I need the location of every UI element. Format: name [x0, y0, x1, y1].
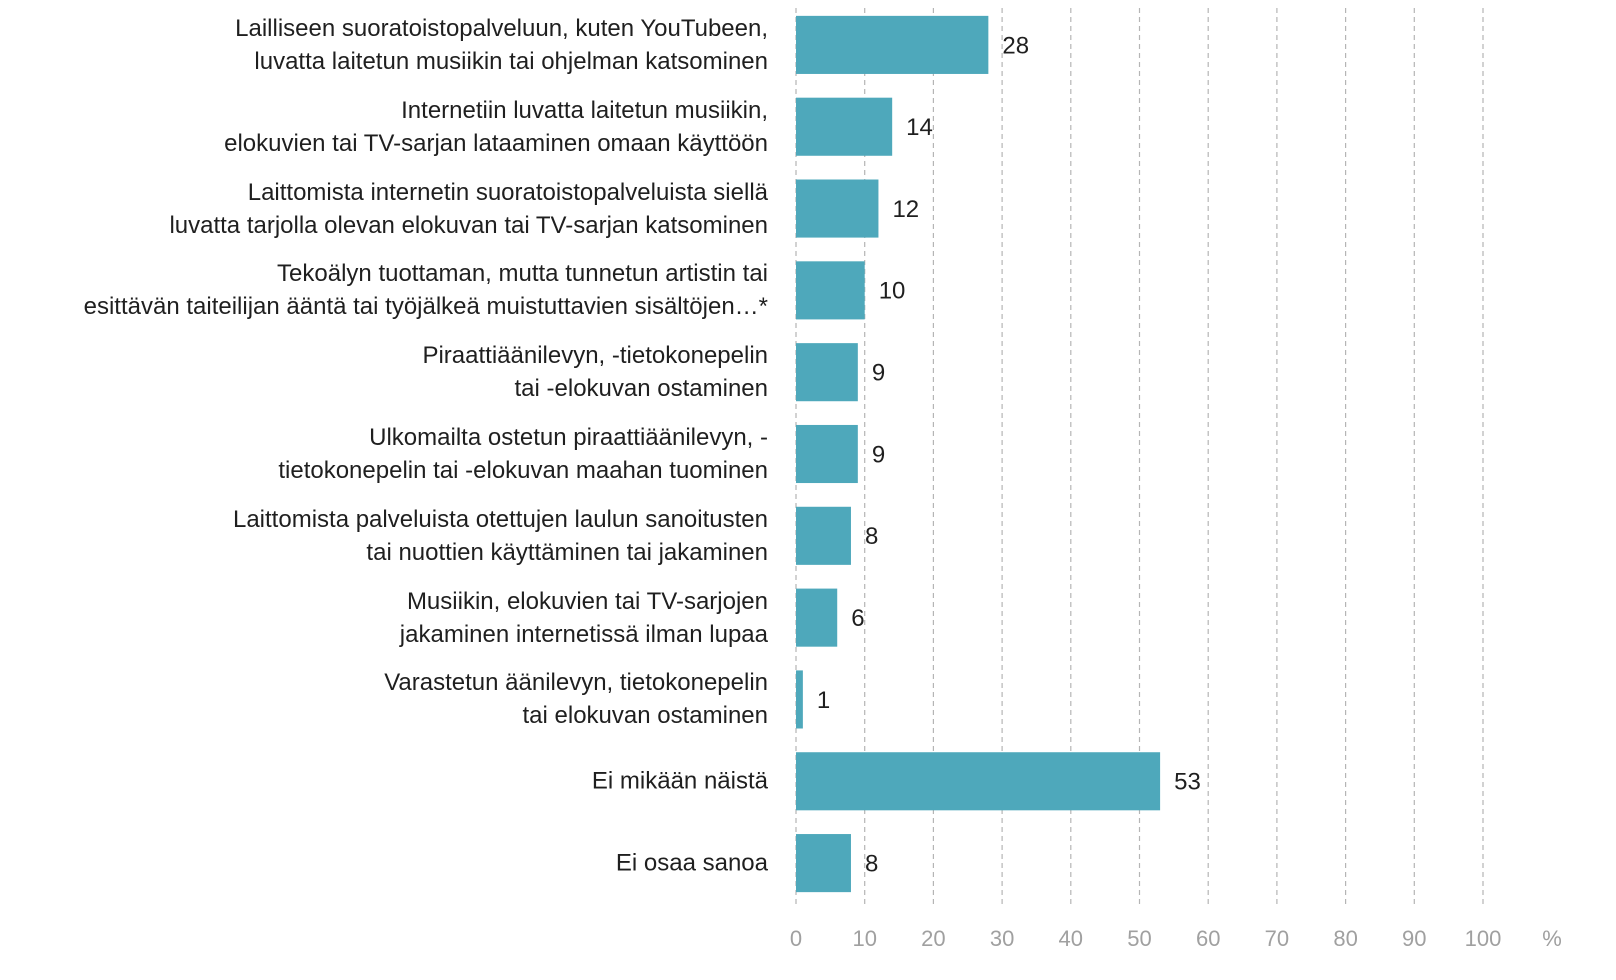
x-tick-label: 100: [1465, 926, 1502, 951]
category-label: Ei mikään näistä: [591, 767, 768, 795]
bar: [796, 97, 893, 156]
category-label: Laittomista internetin suoratoistopalvel…: [169, 178, 768, 239]
x-tick-label: 70: [1265, 926, 1289, 951]
value-label: 9: [872, 441, 885, 468]
value-label: 28: [1002, 32, 1029, 59]
category-label: Internetiin luvatta laitetun musiikin, e…: [224, 96, 768, 157]
value-label: 9: [872, 360, 885, 387]
bar: [796, 424, 858, 484]
value-label: 10: [879, 278, 906, 305]
x-tick-label: 40: [1059, 926, 1083, 951]
category-label: Tekoälyn tuottaman, mutta tunnetun artis…: [83, 260, 768, 321]
value-label: 12: [892, 196, 919, 223]
x-tick-label: 60: [1196, 926, 1220, 951]
x-tick-label: 0: [790, 926, 802, 951]
category-label: Ei osaa sanoa: [615, 849, 768, 877]
x-tick-label: 30: [990, 926, 1014, 951]
category-label: Lailliseen suoratoistopalveluun, kuten Y…: [235, 14, 768, 75]
x-tick-label: 10: [852, 926, 876, 951]
category-label: Ulkomailta ostetun piraattiäänilevyn, - …: [278, 424, 768, 484]
x-tick-label: 20: [921, 926, 945, 951]
bar: [796, 834, 851, 893]
x-tick-label: 80: [1333, 926, 1357, 951]
bar: [796, 261, 865, 320]
bar: [796, 343, 858, 402]
value-label: 6: [851, 605, 864, 632]
x-axis-label: %: [1542, 926, 1562, 951]
bar: [796, 179, 879, 238]
bar: [796, 588, 838, 647]
value-label: 1: [817, 687, 830, 714]
bar: [796, 506, 851, 565]
category-label: Laittomista palveluista otettujen laulun…: [232, 505, 768, 566]
x-tick-label: 90: [1402, 926, 1426, 951]
bar: [796, 752, 1161, 811]
bar: [796, 670, 803, 729]
x-tick-label: 50: [1127, 926, 1151, 951]
bar: [796, 15, 989, 74]
category-label: Piraattiäänilevyn, -tietokonepelin tai -…: [422, 342, 768, 403]
value-label: 8: [865, 850, 878, 877]
value-label: 53: [1174, 769, 1201, 796]
value-label: 8: [865, 523, 878, 550]
value-label: 14: [906, 114, 933, 141]
category-label: Varastetun äänilevyn, tietokonepelin tai…: [384, 669, 768, 730]
category-label: Musiikin, elokuvien tai TV-sarjojen jaka…: [399, 587, 768, 648]
